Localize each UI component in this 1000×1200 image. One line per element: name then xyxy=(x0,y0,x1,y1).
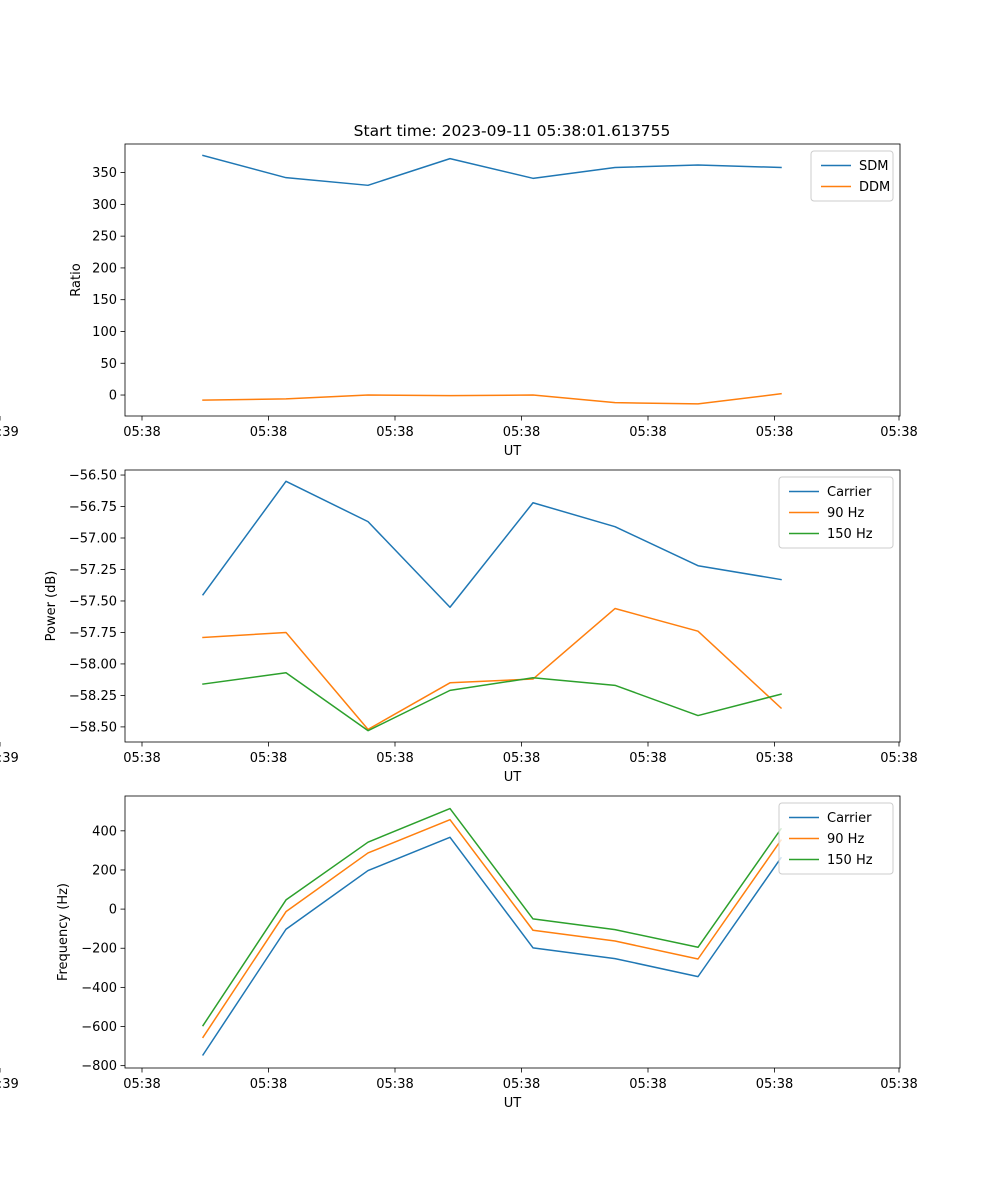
power-y-tick-label: −57.50 xyxy=(69,594,117,609)
ratio-y-tick-label: 150 xyxy=(92,293,117,308)
power-legend-box xyxy=(778,476,894,549)
figure-title: Start time: 2023-09-11 05:38:01.613755 xyxy=(354,122,671,140)
power-y-tick-label: −56.75 xyxy=(69,500,117,515)
power-axes-frame xyxy=(124,469,901,743)
power-x-tick-label: 05:38 xyxy=(629,751,666,766)
power-series-150-hz-line xyxy=(202,671,782,732)
power-y-tick-label: −58.25 xyxy=(69,689,117,704)
ratio-legend-label: SDM xyxy=(859,159,888,174)
ratio-legend-box xyxy=(810,150,894,202)
ratio-panel: 05:38 05:38 05:38 05:38 05:38 05:38 05:38 05:39… xyxy=(0,143,918,459)
frequency-y-tick-label: 400 xyxy=(92,824,117,839)
power-legend-label: Carrier xyxy=(827,485,872,500)
ratio-y-tick-label: 0 xyxy=(109,389,117,404)
frequency-y-tick-label: −400 xyxy=(81,981,117,996)
power-x-tick-label: 05:39 xyxy=(0,751,19,766)
power-y-tick-label: −57.25 xyxy=(69,563,117,578)
power-panel: 05:38 05:38 05:38 05:38 05:38 05:38 05:38 05:39… xyxy=(0,469,918,785)
frequency-y-axis-label: Frequency (Hz) xyxy=(56,883,71,981)
frequency-series-carrier-line xyxy=(201,836,783,1056)
power-x-tick-label: 05:38 xyxy=(880,751,917,766)
power-y-tick-label: −56.50 xyxy=(69,469,117,484)
frequency-series-90-hz-line xyxy=(201,818,783,1039)
ratio-x-tick-label: 05:38 xyxy=(376,425,413,440)
power-legend: Carrier 90 Hz 150 Hz xyxy=(778,476,894,549)
frequency-y-tick-label: 0 xyxy=(109,903,117,918)
frequency-x-tick-label: 05:38 xyxy=(629,1077,666,1092)
frequency-x-tick-label: 05:38 xyxy=(376,1077,413,1092)
frequency-y-tick-label: −800 xyxy=(81,1059,117,1074)
ratio-y-tick-label: 100 xyxy=(92,325,117,340)
ratio-x-tick-label: 05:38 xyxy=(503,425,540,440)
frequency-x-tick-label: 05:38 xyxy=(503,1077,540,1092)
power-x-tick-label: 05:38 xyxy=(503,751,540,766)
ratio-axes-frame xyxy=(124,143,901,417)
ratio-series-ddm-line xyxy=(202,392,782,405)
frequency-y-tick-label: 200 xyxy=(92,863,117,878)
power-legend-label: 150 Hz xyxy=(827,527,873,542)
ratio-y-tick-label: 250 xyxy=(92,230,117,245)
frequency-legend-label: Carrier xyxy=(827,811,872,826)
ratio-y-axis-label: Ratio xyxy=(69,263,84,296)
frequency-panel: 05:38 05:38 05:38 05:38 05:38 05:38 05:38 05:39… xyxy=(0,795,918,1111)
power-x-tick-label: 05:38 xyxy=(376,751,413,766)
frequency-series-150-hz-line xyxy=(201,807,783,1027)
ratio-x-tick-label: 05:39 xyxy=(0,425,19,440)
ratio-legend-label: DDM xyxy=(859,180,890,195)
frequency-x-tick-label: 05:39 xyxy=(0,1077,19,1092)
power-y-tick-label: −57.75 xyxy=(69,626,117,641)
frequency-legend-label: 90 Hz xyxy=(827,832,864,847)
power-series-90-hz-line xyxy=(202,607,783,731)
frequency-legend: Carrier 90 Hz 150 Hz xyxy=(778,802,894,875)
power-y-tick-label: −58.50 xyxy=(69,720,117,735)
frequency-axes-frame xyxy=(124,795,901,1069)
ratio-x-tick-label: 05:38 xyxy=(756,425,793,440)
frequency-legend-box xyxy=(778,802,894,875)
frequency-y-tick-label: −200 xyxy=(81,942,117,957)
frequency-legend-label: 150 Hz xyxy=(827,853,873,868)
ratio-y-tick-label: 300 xyxy=(92,198,117,213)
ratio-x-axis-label: UT xyxy=(504,444,522,459)
frequency-y-tick-label: −600 xyxy=(81,1020,117,1035)
ratio-x-tick-label: 05:38 xyxy=(629,425,666,440)
power-y-tick-label: −58.00 xyxy=(69,657,117,672)
power-x-tick-label: 05:38 xyxy=(756,751,793,766)
power-y-axis-label: Power (dB) xyxy=(44,571,59,642)
power-y-tick-label: −57.00 xyxy=(69,532,117,547)
frequency-x-tick-label: 05:38 xyxy=(756,1077,793,1092)
frequency-x-axis-label: UT xyxy=(504,1096,522,1111)
ratio-legend: SDM DDM xyxy=(810,150,894,202)
power-legend-label: 90 Hz xyxy=(827,506,864,521)
chart-panels: 05:38 05:38 05:38 05:38 05:38 05:38 05:38 05:39… xyxy=(0,143,918,1111)
ratio-y-tick-label: 200 xyxy=(92,261,117,276)
ratio-x-tick-label: 05:38 xyxy=(123,425,160,440)
ratio-x-tick-label: 05:38 xyxy=(880,425,917,440)
frequency-x-tick-label: 05:38 xyxy=(880,1077,917,1092)
power-x-tick-label: 05:38 xyxy=(250,751,287,766)
ratio-x-tick-label: 05:38 xyxy=(250,425,287,440)
ratio-series-sdm-line xyxy=(202,154,782,187)
ratio-y-tick-label: 50 xyxy=(100,357,117,372)
power-x-axis-label: UT xyxy=(504,770,522,785)
frequency-x-tick-label: 05:38 xyxy=(123,1077,160,1092)
ratio-y-tick-label: 350 xyxy=(92,166,117,181)
power-x-tick-label: 05:38 xyxy=(123,751,160,766)
power-series-carrier-line xyxy=(201,480,782,609)
frequency-x-tick-label: 05:38 xyxy=(250,1077,287,1092)
